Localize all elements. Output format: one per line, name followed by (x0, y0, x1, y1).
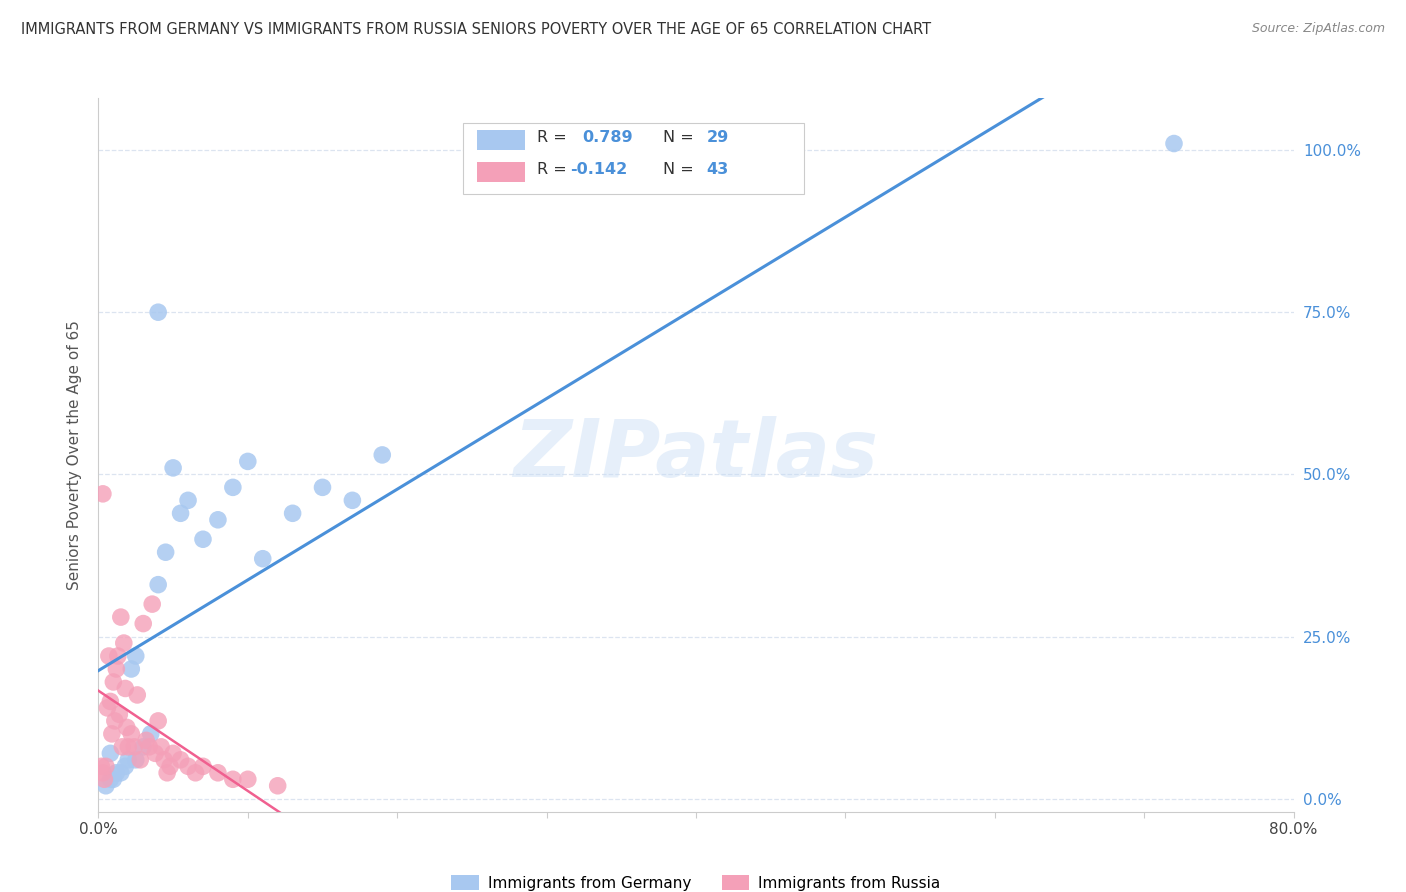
Point (90, 759, 112, 773)
Point (103, 772, 125, 787)
Point (96, 701, 118, 715)
Point (93, 772, 115, 787)
Point (153, 753, 176, 767)
Point (108, 707, 131, 722)
Point (100, 747, 122, 761)
Point (101, 727, 124, 741)
Point (107, 648, 129, 663)
FancyBboxPatch shape (463, 123, 804, 194)
FancyBboxPatch shape (477, 130, 524, 150)
Point (222, 772, 245, 787)
Point (222, 480, 245, 494)
Point (177, 759, 200, 773)
Point (94, 779, 117, 793)
Point (100, 772, 122, 787)
Point (148, 714, 170, 728)
Point (169, 753, 191, 767)
Point (103, 675, 125, 690)
Point (207, 513, 229, 527)
Point (148, 577, 170, 591)
Text: N =: N = (662, 130, 699, 145)
Point (236, 772, 259, 787)
Point (252, 551, 274, 566)
Point (207, 765, 229, 780)
Text: R =: R = (537, 162, 572, 177)
Point (125, 648, 148, 663)
Point (184, 765, 207, 780)
Point (156, 765, 179, 780)
Point (129, 753, 152, 767)
Point (236, 454, 259, 468)
Point (371, 448, 394, 462)
Y-axis label: Seniors Poverty Over the Age of 65: Seniors Poverty Over the Age of 65 (67, 320, 83, 590)
Point (94, 759, 117, 773)
Point (120, 727, 142, 741)
Point (138, 739, 160, 754)
Text: -0.142: -0.142 (571, 162, 627, 177)
Point (169, 506, 191, 520)
Point (120, 662, 142, 676)
Point (111, 739, 134, 754)
Point (1163, 136, 1185, 151)
Point (124, 739, 146, 754)
Point (342, 493, 364, 508)
FancyBboxPatch shape (477, 161, 524, 182)
Point (155, 545, 177, 559)
Point (91, 487, 114, 501)
Point (143, 747, 166, 761)
Point (105, 662, 128, 676)
Point (105, 765, 128, 780)
Point (267, 779, 290, 793)
Point (97, 648, 120, 663)
Text: 43: 43 (707, 162, 728, 177)
Point (148, 305, 170, 319)
Text: 0.789: 0.789 (582, 130, 633, 145)
Point (110, 610, 132, 624)
Point (162, 461, 184, 475)
Point (114, 681, 136, 696)
Point (125, 753, 148, 767)
Point (115, 720, 138, 734)
Point (127, 688, 149, 702)
Point (139, 727, 162, 741)
Point (104, 714, 127, 728)
Point (311, 480, 333, 494)
Point (150, 739, 173, 754)
Point (162, 747, 184, 761)
Text: 29: 29 (707, 130, 728, 145)
Text: ZIPatlas: ZIPatlas (513, 416, 879, 494)
Point (159, 759, 181, 773)
Point (114, 759, 136, 773)
Point (132, 739, 155, 754)
Text: N =: N = (662, 162, 699, 177)
Point (117, 753, 139, 767)
Point (141, 597, 163, 611)
Point (100, 694, 122, 708)
Point (117, 739, 139, 754)
Point (91, 765, 114, 780)
Point (281, 506, 304, 520)
Point (135, 733, 157, 747)
Point (112, 636, 135, 650)
Point (191, 533, 214, 547)
Point (110, 765, 132, 780)
Text: Source: ZipAtlas.com: Source: ZipAtlas.com (1251, 22, 1385, 36)
Point (132, 616, 155, 631)
Text: R =: R = (537, 130, 572, 145)
Point (191, 759, 214, 773)
Point (177, 493, 200, 508)
Legend: Immigrants from Germany, Immigrants from Russia: Immigrants from Germany, Immigrants from… (446, 869, 946, 892)
Text: IMMIGRANTS FROM GERMANY VS IMMIGRANTS FROM RUSSIA SENIORS POVERTY OVER THE AGE O: IMMIGRANTS FROM GERMANY VS IMMIGRANTS FR… (21, 22, 931, 37)
